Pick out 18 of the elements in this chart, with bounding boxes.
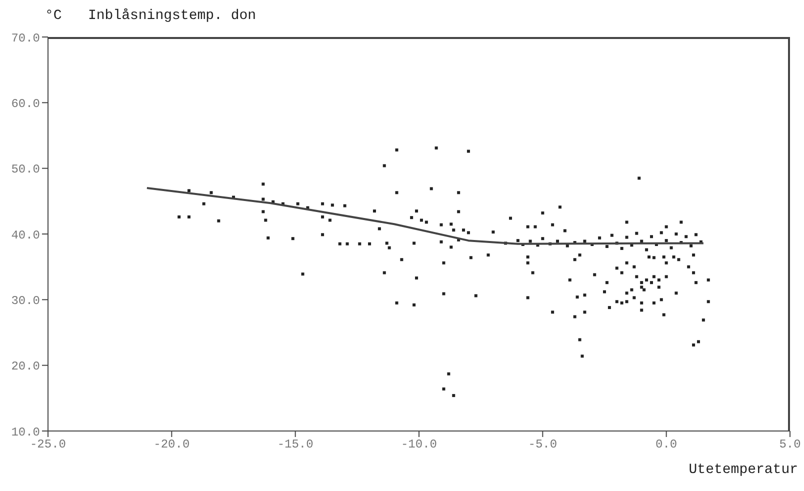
x-tick-label: 0.0 bbox=[656, 438, 678, 452]
x-tick-label: -15.0 bbox=[277, 438, 314, 452]
line-series bbox=[146, 187, 704, 245]
y-tick-label: 20.0 bbox=[11, 360, 40, 374]
y-tick-label: 70.0 bbox=[11, 31, 40, 46]
x-tick-label: 5.0 bbox=[779, 438, 801, 452]
chart-title: Inblåsningstemp. don bbox=[88, 8, 256, 24]
y-tick-label: 30.0 bbox=[11, 294, 40, 308]
y-tick-label: 60.0 bbox=[11, 96, 40, 111]
x-tick-label: -25.0 bbox=[30, 438, 66, 452]
y-tick-label: 10.0 bbox=[11, 425, 40, 440]
x-tick-label: -20.0 bbox=[154, 438, 190, 452]
x-axis-title: Utetemperatur bbox=[688, 462, 798, 478]
x-tick-label: -5.0 bbox=[528, 438, 558, 452]
x-tick-label: -10.0 bbox=[400, 438, 438, 452]
y-axis-title: °C bbox=[45, 8, 62, 24]
y-tick-label: 50.0 bbox=[11, 162, 40, 177]
y-tick-label: 40.0 bbox=[11, 228, 40, 242]
